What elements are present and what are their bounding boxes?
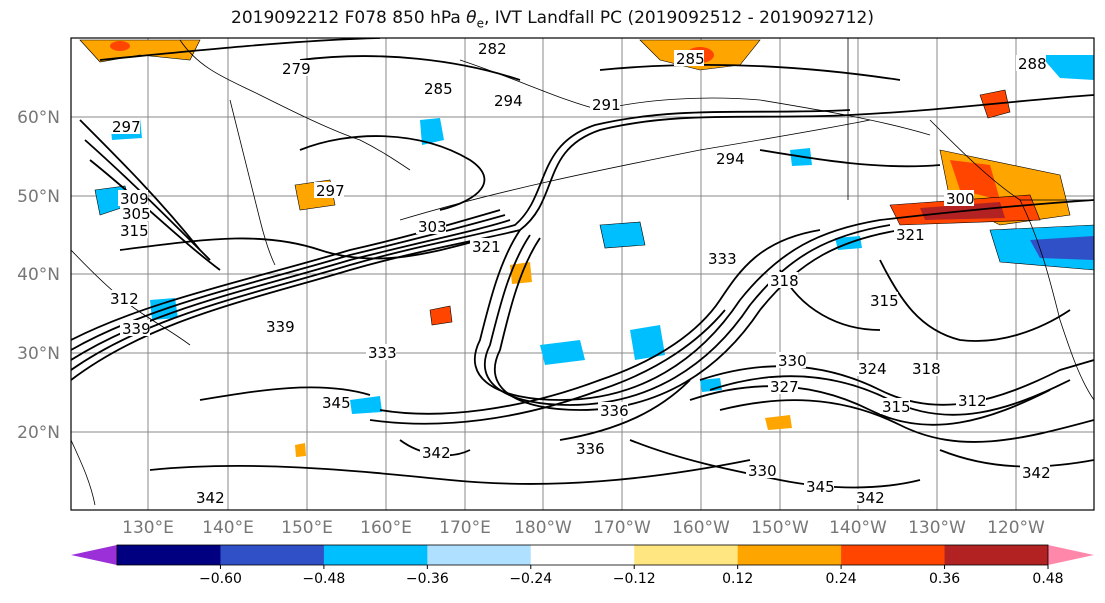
contour-label: 294 bbox=[716, 150, 745, 168]
contour-label: 303 bbox=[418, 218, 447, 236]
colorbar-tick-label: −0.36 bbox=[406, 571, 449, 587]
colorbar-segment bbox=[220, 545, 325, 565]
lat-label: 50°N bbox=[17, 187, 60, 207]
contour-label: 342 bbox=[422, 444, 451, 462]
colorbar-extend-low bbox=[71, 545, 117, 565]
contour-label: 291 bbox=[592, 96, 621, 114]
contour-label: 318 bbox=[912, 360, 941, 378]
map-frame bbox=[70, 37, 1095, 511]
contour-label: 315 bbox=[882, 398, 911, 416]
contour-label: 315 bbox=[870, 292, 899, 310]
colorbar-extend-high bbox=[1048, 545, 1094, 565]
colorbar-tick-label: 0.36 bbox=[929, 571, 960, 587]
contour-label: 309 bbox=[120, 190, 149, 208]
contour-label: 321 bbox=[896, 226, 925, 244]
colorbar-segment bbox=[944, 545, 1049, 565]
contour-label: 345 bbox=[806, 478, 835, 496]
lon-label: 170°E bbox=[439, 518, 491, 538]
colorbar-tick-label: −0.12 bbox=[613, 571, 656, 587]
lat-label: 20°N bbox=[17, 423, 60, 443]
contour-label: 285 bbox=[424, 80, 453, 98]
contour-label: 297 bbox=[316, 182, 345, 200]
contour-label: 336 bbox=[576, 440, 605, 458]
colorbar-tick-label: 0.12 bbox=[722, 571, 753, 587]
lon-label: 150°E bbox=[281, 518, 333, 538]
contour-label: 297 bbox=[112, 118, 141, 136]
title-theta-symbol: θ bbox=[466, 8, 477, 28]
contour-label: 330 bbox=[748, 462, 777, 480]
contour-label: 315 bbox=[120, 222, 149, 240]
gridlines bbox=[71, 38, 1094, 510]
coastlines bbox=[71, 38, 1094, 506]
colorbar-segment bbox=[841, 545, 946, 565]
contour-label: 288 bbox=[1018, 55, 1047, 73]
lon-label: 150°W bbox=[751, 518, 809, 538]
contour-label: 300 bbox=[946, 190, 975, 208]
colorbar-segment bbox=[323, 545, 428, 565]
contour-label: 342 bbox=[856, 489, 885, 507]
contour-label: 339 bbox=[266, 318, 295, 336]
map-title: 2019092212 F078 850 hPa θe, IVT Landfall… bbox=[0, 8, 1105, 30]
theta-e-contours bbox=[71, 38, 1094, 489]
lon-label: 120°W bbox=[987, 518, 1045, 538]
colorbar-tick-label: 0.24 bbox=[826, 571, 857, 587]
contour-label: 342 bbox=[1022, 464, 1051, 482]
title-theta-subscript: e bbox=[476, 16, 484, 31]
colorbar-segment bbox=[427, 545, 532, 565]
contour-label: 345 bbox=[322, 394, 351, 412]
ivt-shading bbox=[79, 39, 1094, 457]
contour-label: 318 bbox=[770, 272, 799, 290]
contour-label: 324 bbox=[858, 360, 887, 378]
lat-label: 40°N bbox=[17, 265, 60, 285]
contour-label: 333 bbox=[368, 344, 397, 362]
contour-label: 312 bbox=[110, 290, 139, 308]
colorbar-tick-label: −0.24 bbox=[509, 571, 552, 587]
lon-label: 130°W bbox=[908, 518, 966, 538]
contour-label: 294 bbox=[494, 92, 523, 110]
contour-label: 285 bbox=[676, 50, 705, 68]
lat-label: 60°N bbox=[17, 108, 60, 128]
title-suffix: , IVT Landfall PC (2019092512 - 20190927… bbox=[483, 8, 874, 28]
contour-label: 327 bbox=[770, 378, 799, 396]
contour-label: 305 bbox=[122, 205, 151, 223]
colorbar-segment bbox=[530, 545, 635, 565]
lon-label: 170°W bbox=[593, 518, 651, 538]
colorbar-tick-label: 0.48 bbox=[1032, 571, 1063, 587]
colorbar-tick-label: −0.60 bbox=[199, 571, 242, 587]
lon-label: 140°W bbox=[829, 518, 887, 538]
longitude-labels: 130°E 140°E 150°E 160°E 170°E 180°W 170°… bbox=[122, 518, 1045, 538]
lon-label: 160°W bbox=[672, 518, 730, 538]
contour-label: 333 bbox=[708, 250, 737, 268]
colorbar-segment bbox=[117, 545, 221, 565]
contour-label: 279 bbox=[282, 60, 311, 78]
colorbar-tick-label: −0.48 bbox=[302, 571, 345, 587]
contour-label: 321 bbox=[472, 238, 501, 256]
contour-label: 282 bbox=[478, 40, 507, 58]
contour-label-group: 279 282 285 285 288 291 294 294 297 297 … bbox=[108, 40, 1051, 507]
lon-label: 140°E bbox=[202, 518, 254, 538]
colorbar-frame bbox=[116, 544, 1049, 566]
lon-label: 160°E bbox=[360, 518, 412, 538]
contour-label: 336 bbox=[600, 402, 629, 420]
lon-label: 180°W bbox=[514, 518, 572, 538]
colorbar-segment bbox=[634, 545, 739, 565]
lat-label: 30°N bbox=[17, 344, 60, 364]
contour-label: 330 bbox=[778, 352, 807, 370]
colorbar: −0.60 −0.48 −0.36 −0.24 −0.12 0.12 0.24 0.36 0.4… bbox=[71, 544, 1094, 587]
latitude-labels: 60°N 50°N 40°N 30°N 20°N bbox=[17, 108, 60, 443]
contour-label: 312 bbox=[958, 392, 987, 410]
lon-label: 130°E bbox=[122, 518, 174, 538]
title-prefix: 2019092212 F078 850 hPa bbox=[231, 8, 461, 28]
colorbar-segment bbox=[737, 545, 842, 565]
contour-label: 342 bbox=[196, 489, 225, 507]
contour-label: 339 bbox=[122, 320, 151, 338]
